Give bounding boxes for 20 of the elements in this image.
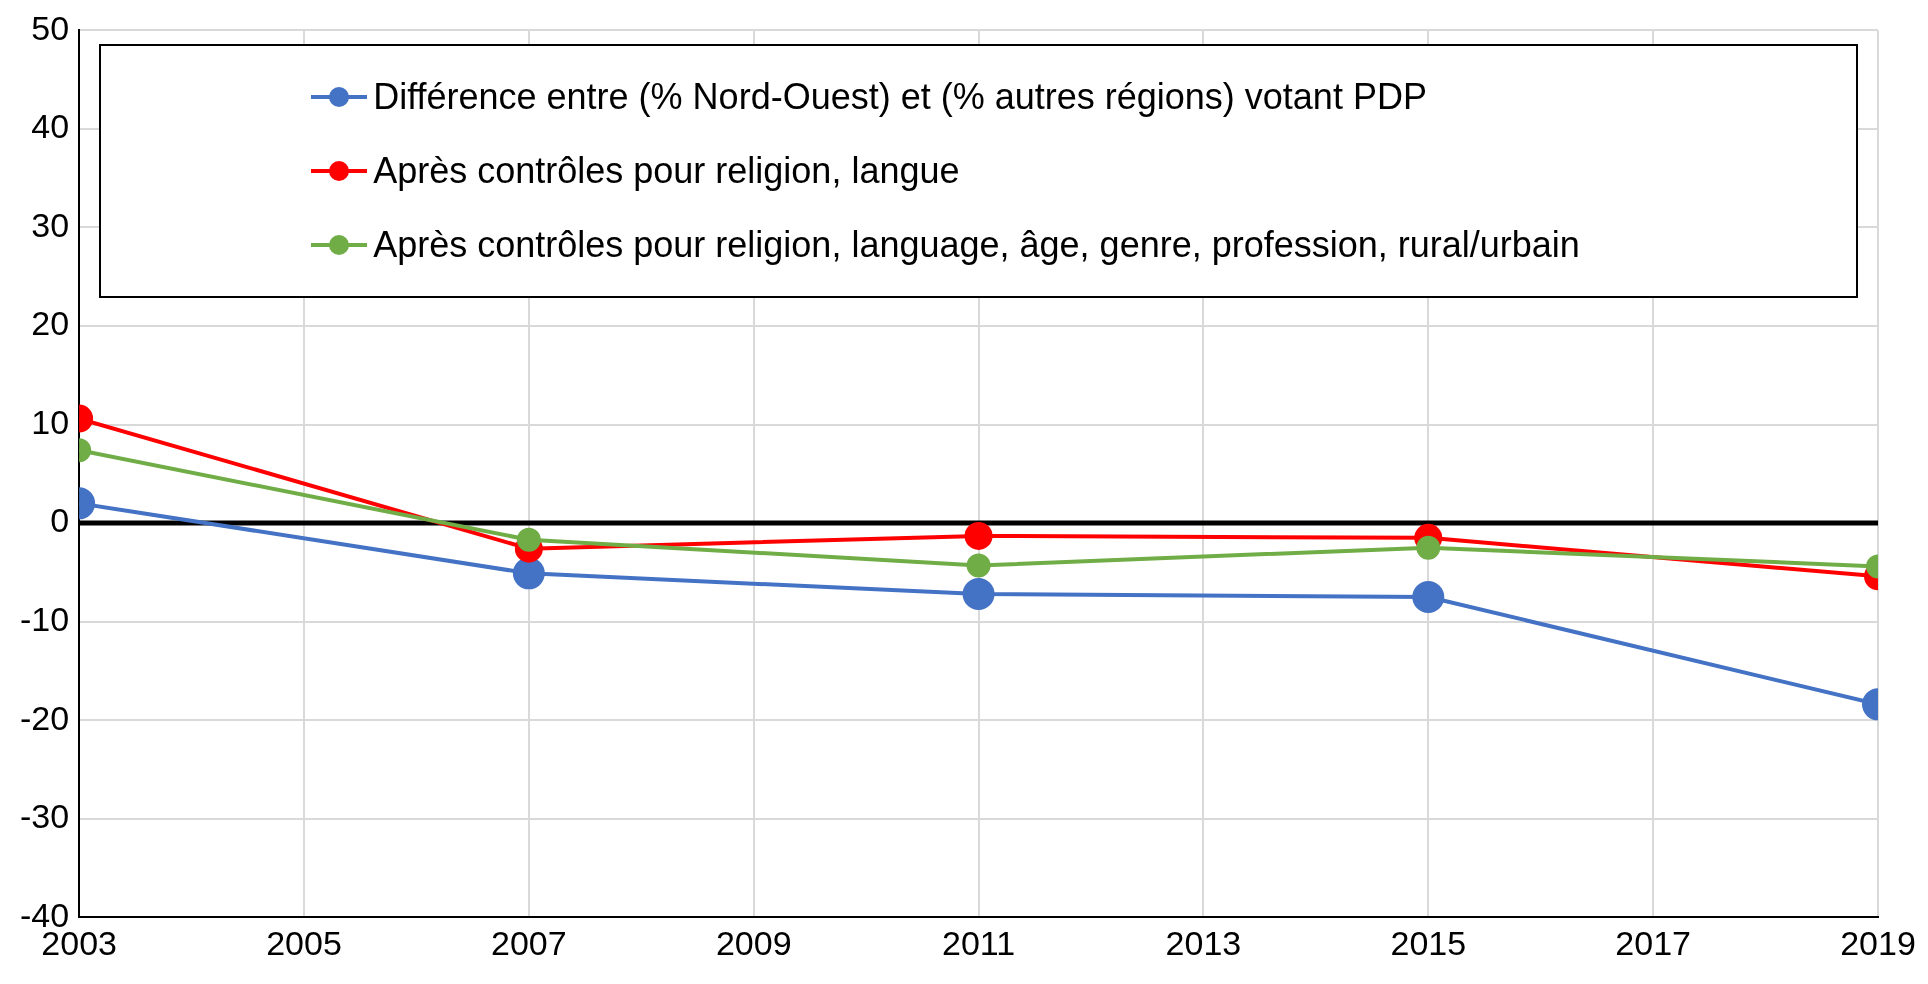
- x-tick-label: 2009: [715, 923, 792, 962]
- x-tick-label: 2007: [491, 923, 567, 962]
- x-tick-label: 2011: [942, 923, 1016, 962]
- y-tick-label: 40: [31, 107, 70, 146]
- legend-label: Après contrôles pour religion, langue: [373, 150, 960, 193]
- x-tick-label: 2015: [1390, 923, 1467, 962]
- x-tick-label: 2005: [266, 923, 342, 962]
- y-tick-label: 20: [31, 304, 70, 343]
- x-tick-label: 2019: [1840, 923, 1916, 962]
- y-tick-label: 50: [31, 8, 70, 47]
- y-tick-label: 30: [31, 205, 70, 244]
- y-tick-label: 10: [31, 402, 70, 441]
- x-tick-label: 2013: [1165, 923, 1242, 962]
- y-tick-label: -30: [20, 797, 70, 836]
- legend-label: Différence entre (% Nord-Ouest) et (% autres régions) votant PDP: [373, 76, 1427, 119]
- y-tick-label: 0: [50, 501, 70, 540]
- x-tick-label: 2017: [1615, 923, 1691, 962]
- y-tick-label: -20: [20, 698, 70, 737]
- legend-label: Après contrôles pour religion, language, âge, genre, profession, rural/urbain: [373, 224, 1580, 267]
- y-tick-label: -10: [20, 599, 70, 638]
